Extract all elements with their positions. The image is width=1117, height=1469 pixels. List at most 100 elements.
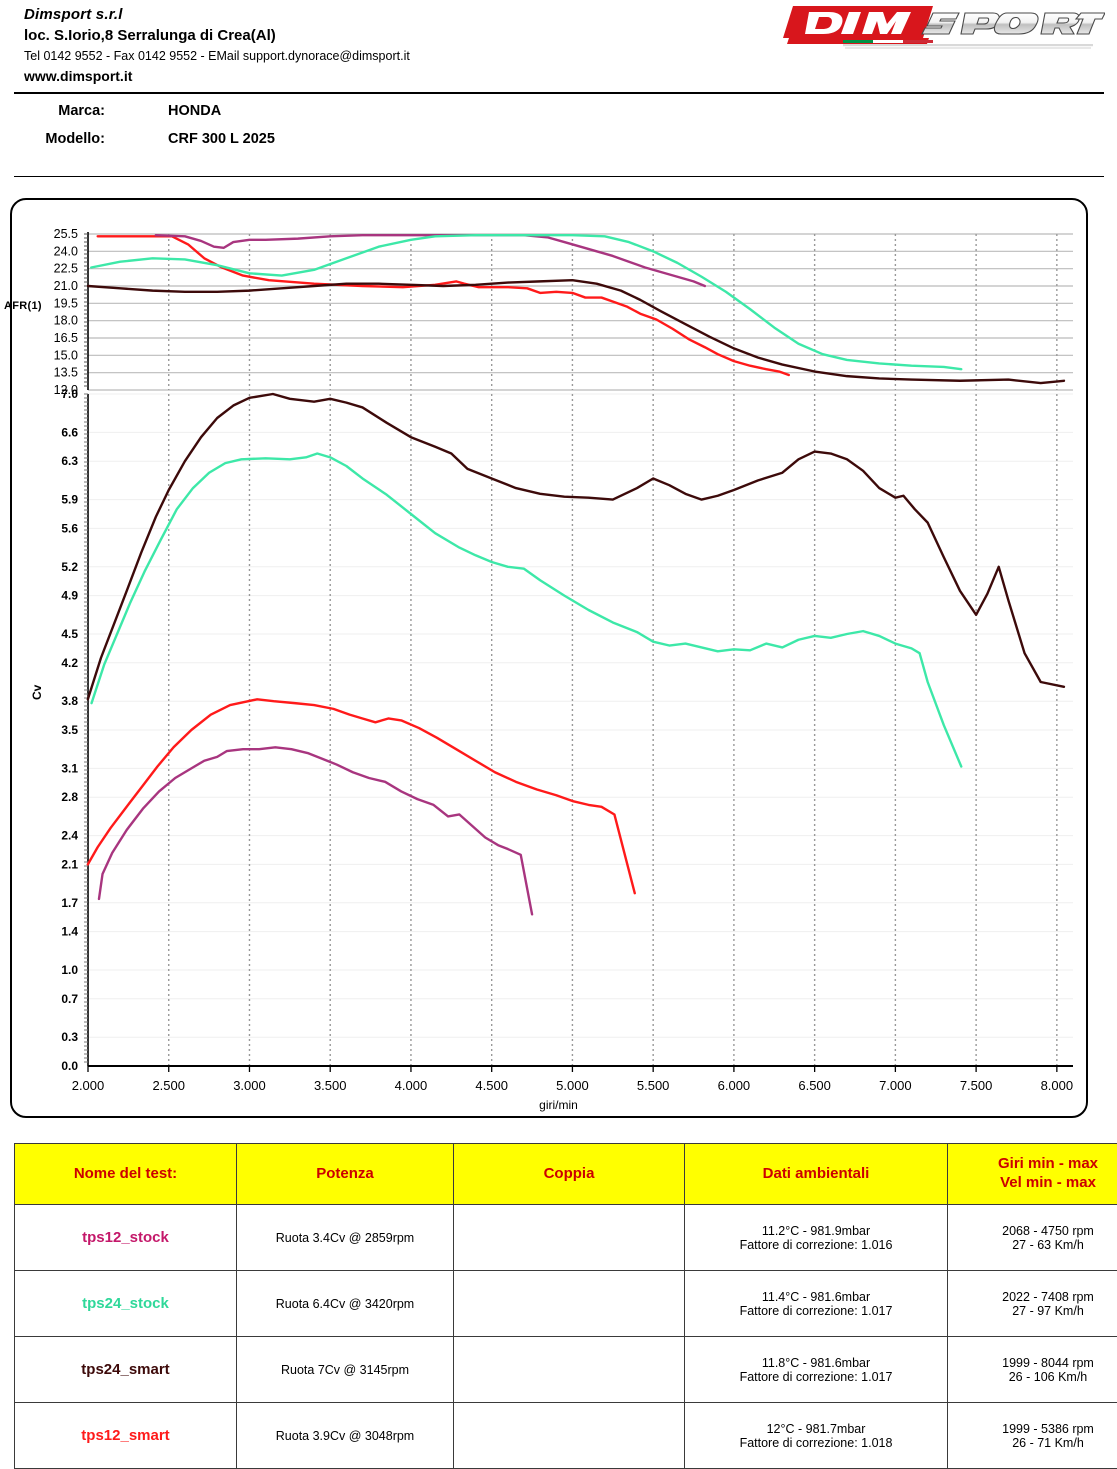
chart-canvas: 25.524.022.521.019.518.016.515.013.512.0… [10, 198, 1088, 1118]
svg-text:5.2: 5.2 [61, 560, 78, 574]
company-contact: Tel 0142 9552 - Fax 0142 9552 - EMail su… [24, 49, 410, 63]
rpm-range: 1999 - 5386 rpm [954, 1422, 1117, 1436]
results-table: Nome del test: Potenza Coppia Dati ambie… [14, 1143, 1117, 1469]
svg-text:15.0: 15.0 [54, 348, 78, 362]
svg-text:4.500: 4.500 [475, 1078, 508, 1093]
svg-text:3.8: 3.8 [61, 694, 78, 708]
ambient-line-1: 11.2°C - 981.9mbar [691, 1224, 941, 1238]
col-rpm-label: Giri min - max [952, 1155, 1117, 1174]
cell-test-name: tps24_stock [15, 1271, 237, 1337]
svg-text:1.0: 1.0 [61, 963, 78, 977]
svg-text:19.5: 19.5 [54, 296, 78, 310]
speed-range: 27 - 97 Km/h [954, 1304, 1117, 1318]
ambient-line-2: Fattore di correzione: 1.016 [691, 1238, 941, 1252]
rpm-range: 2022 - 7408 rpm [954, 1290, 1117, 1304]
company-website: www.dimsport.it [24, 68, 132, 84]
brand-value: HONDA [168, 103, 221, 119]
svg-text:3.1: 3.1 [61, 761, 78, 775]
col-torque: Coppia [454, 1144, 685, 1205]
svg-text:6.3: 6.3 [61, 454, 78, 468]
col-speed-label: Vel min - max [952, 1174, 1117, 1193]
speed-range: 26 - 106 Km/h [954, 1370, 1117, 1384]
svg-text:1.4: 1.4 [61, 925, 78, 939]
ambient-line-1: 12°C - 981.7mbar [691, 1422, 941, 1436]
cell-test-name: tps12_smart [15, 1403, 237, 1469]
model-label: Modello: [0, 131, 105, 147]
cell-power: Ruota 3.4Cv @ 2859rpm [237, 1205, 454, 1271]
svg-text:5.000: 5.000 [556, 1078, 589, 1093]
vehicle-divider [14, 176, 1104, 177]
svg-text:6.6: 6.6 [61, 425, 78, 439]
cell-torque [454, 1205, 685, 1271]
svg-text:3.5: 3.5 [61, 723, 78, 737]
company-name: Dimsport s.r.l [24, 6, 123, 23]
model-value: CRF 300 L 2025 [168, 131, 275, 147]
ambient-line-1: 11.4°C - 981.6mbar [691, 1290, 941, 1304]
svg-text:4.000: 4.000 [395, 1078, 428, 1093]
cell-torque [454, 1337, 685, 1403]
x-axis-title: giri/min [0, 1098, 1117, 1112]
svg-text:2.1: 2.1 [61, 857, 78, 871]
svg-text:4.2: 4.2 [61, 656, 78, 670]
cell-test-name: tps12_stock [15, 1205, 237, 1271]
table-header-row: Nome del test: Potenza Coppia Dati ambie… [15, 1144, 1117, 1205]
svg-text:21.0: 21.0 [54, 279, 78, 293]
col-power: Potenza [237, 1144, 454, 1205]
svg-text:0.7: 0.7 [61, 992, 78, 1006]
svg-text:5.500: 5.500 [637, 1078, 670, 1093]
svg-text:25.5: 25.5 [54, 227, 78, 241]
svg-text:5.9: 5.9 [61, 493, 78, 507]
brand-label: Marca: [0, 103, 105, 119]
speed-range: 26 - 71 Km/h [954, 1436, 1117, 1450]
cell-test-name: tps24_smart [15, 1337, 237, 1403]
svg-text:4.9: 4.9 [61, 589, 78, 603]
svg-text:0.0: 0.0 [61, 1059, 78, 1073]
svg-text:0.3: 0.3 [61, 1030, 78, 1044]
dimsport-logo [783, 4, 1105, 52]
svg-text:24.0: 24.0 [54, 244, 78, 258]
svg-text:4.5: 4.5 [61, 627, 78, 641]
svg-text:16.5: 16.5 [54, 331, 78, 345]
svg-text:7.0: 7.0 [61, 387, 78, 401]
svg-text:1.7: 1.7 [61, 896, 78, 910]
col-test-name: Nome del test: [15, 1144, 237, 1205]
svg-text:5.6: 5.6 [61, 521, 78, 535]
col-rpm-speed: Giri min - max Vel min - max [948, 1144, 1117, 1205]
svg-text:18.0: 18.0 [54, 314, 78, 328]
svg-text:7.000: 7.000 [879, 1078, 912, 1093]
svg-text:2.000: 2.000 [72, 1078, 105, 1093]
rpm-range: 2068 - 4750 rpm [954, 1224, 1117, 1238]
svg-text:13.5: 13.5 [54, 366, 78, 380]
svg-text:2.500: 2.500 [152, 1078, 185, 1093]
svg-text:8.000: 8.000 [1041, 1078, 1074, 1093]
cell-torque [454, 1271, 685, 1337]
speed-range: 27 - 63 Km/h [954, 1238, 1117, 1252]
ambient-line-2: Fattore di correzione: 1.017 [691, 1304, 941, 1318]
cell-torque [454, 1403, 685, 1469]
svg-text:22.5: 22.5 [54, 262, 78, 276]
cv-axis-title: Cv [30, 685, 44, 700]
col-ambient: Dati ambientali [685, 1144, 948, 1205]
ambient-line-2: Fattore di correzione: 1.017 [691, 1370, 941, 1384]
header-divider [14, 92, 1104, 94]
svg-text:2.8: 2.8 [61, 790, 78, 804]
svg-text:3.000: 3.000 [233, 1078, 266, 1093]
svg-text:3.500: 3.500 [314, 1078, 347, 1093]
cell-power: Ruota 7Cv @ 3145rpm [237, 1337, 454, 1403]
cell-power: Ruota 6.4Cv @ 3420rpm [237, 1271, 454, 1337]
page-header: Dimsport s.r.l loc. S.Iorio,8 Serralunga… [0, 0, 1117, 96]
